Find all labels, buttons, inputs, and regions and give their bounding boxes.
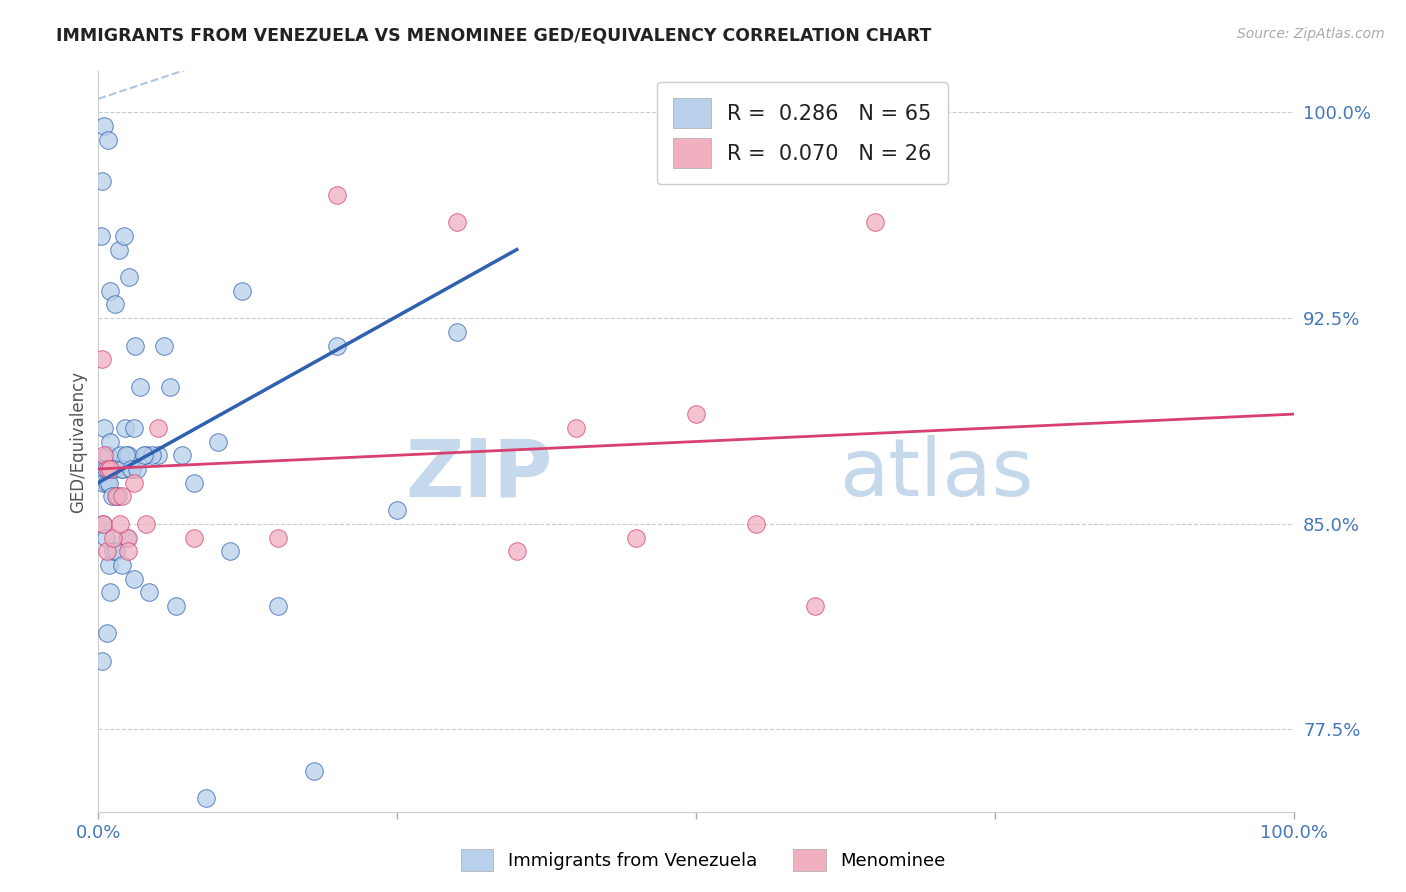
Point [111,462,134,476]
Point [98,434,122,449]
Point [107,243,129,257]
Point [93,448,115,462]
Point [132,448,155,462]
Point [98,585,122,599]
Point [865,215,887,229]
Point [267,531,290,545]
Point [91,475,114,490]
Point [326,338,349,352]
Point [104,297,127,311]
Point [626,531,648,545]
Point [93,462,115,476]
Point [326,187,349,202]
Point [153,338,176,352]
Text: IMMIGRANTS FROM VENEZUELA VS MENOMINEE GED/EQUIVALENCY CORRELATION CHART: IMMIGRANTS FROM VENEZUELA VS MENOMINEE G… [56,27,932,45]
Point [91,654,114,668]
Point [96,475,118,490]
Point [98,558,121,572]
Point [91,174,114,188]
Point [98,475,121,490]
Point [97,448,120,462]
Point [302,764,325,778]
Point [97,462,120,476]
Point [207,434,229,449]
Point [117,531,139,545]
Point [124,421,146,435]
Text: atlas: atlas [839,435,1033,514]
Point [148,421,170,435]
Point [93,421,115,435]
Point [148,448,170,462]
Point [129,380,152,394]
Point [105,544,128,558]
Point [112,228,135,243]
Point [117,448,139,462]
Point [111,462,134,476]
Point [97,133,120,147]
Point [165,599,187,613]
Point [91,516,114,531]
Point [114,421,136,435]
Point [125,462,148,476]
Point [138,585,160,599]
Point [94,462,117,476]
Point [446,215,468,229]
Point [141,448,163,462]
Point [100,489,122,503]
Point [108,516,131,531]
Point [121,462,143,476]
Point [117,544,139,558]
Point [124,338,146,352]
Text: ZIP: ZIP [405,435,553,514]
Point [565,421,588,435]
Point [101,531,124,545]
Point [94,531,117,545]
Point [91,462,114,476]
Legend: Immigrants from Venezuela, Menominee: Immigrants from Venezuela, Menominee [454,842,952,879]
Point [159,380,181,394]
Point [135,516,157,531]
Point [183,475,205,490]
Point [118,270,141,285]
Legend: R =  0.286   N = 65, R =  0.070   N = 26: R = 0.286 N = 65, R = 0.070 N = 26 [657,82,949,185]
Point [93,119,115,133]
Point [115,531,138,545]
Point [111,489,134,503]
Point [506,544,529,558]
Point [111,558,134,572]
Point [745,516,768,531]
Y-axis label: GED/Equivalency: GED/Equivalency [69,370,87,513]
Point [96,626,118,640]
Point [685,407,707,421]
Point [172,448,194,462]
Point [183,531,205,545]
Point [231,284,253,298]
Point [108,448,131,462]
Point [101,462,124,476]
Point [804,599,827,613]
Point [124,475,146,490]
Point [103,462,125,476]
Point [120,462,142,476]
Point [124,572,146,586]
Point [115,448,138,462]
Point [135,448,157,462]
Point [385,503,409,517]
Point [90,228,112,243]
Point [101,544,124,558]
Point [107,489,129,503]
Text: Source: ZipAtlas.com: Source: ZipAtlas.com [1237,27,1385,41]
Point [105,489,128,503]
Point [98,462,122,476]
Point [105,489,128,503]
Point [96,544,118,558]
Point [91,516,114,531]
Point [267,599,290,613]
Point [91,352,114,367]
Point [219,544,242,558]
Point [98,284,122,298]
Point [446,325,468,339]
Point [195,791,218,805]
